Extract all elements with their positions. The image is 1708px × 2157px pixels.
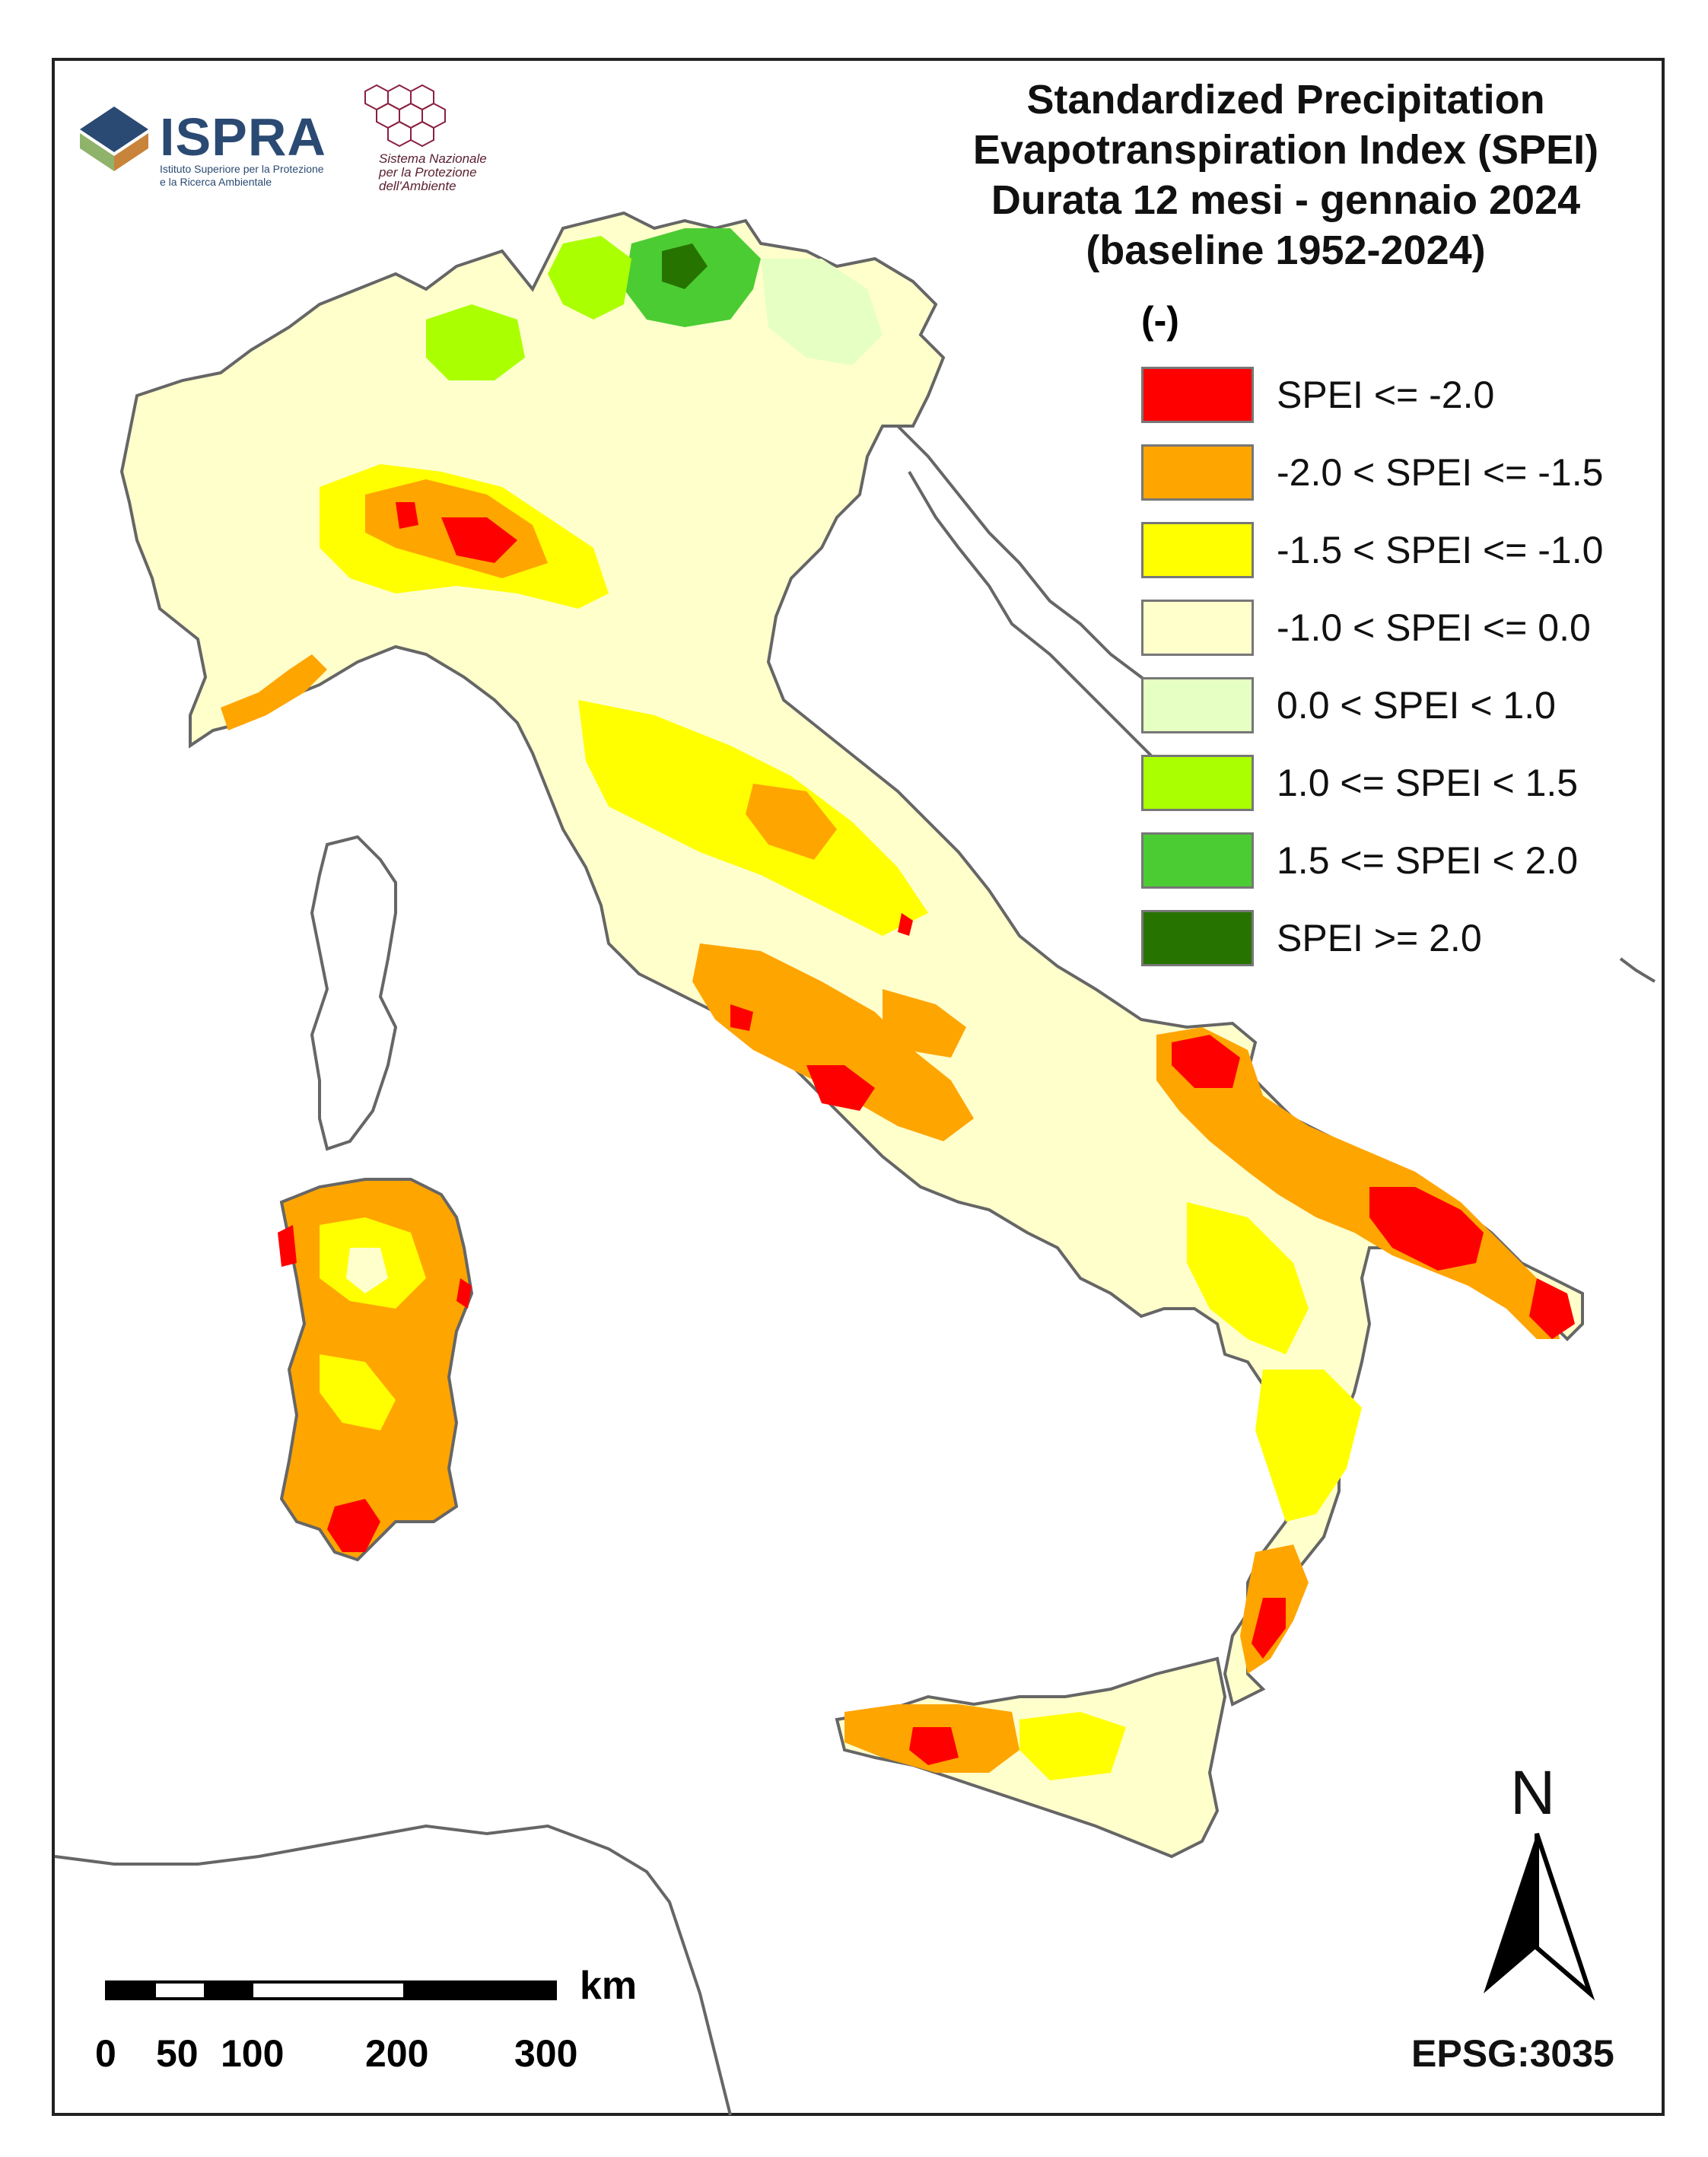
snpa-logo-icon (364, 84, 446, 148)
legend-swatch (1141, 832, 1254, 889)
ispra-logo-icon (80, 107, 148, 171)
legend-item: -1.5 < SPEI <= -1.0 (1141, 511, 1603, 589)
legend-swatch (1141, 444, 1254, 501)
legend-swatch (1141, 367, 1254, 423)
legend-swatch (1141, 522, 1254, 578)
sicily (835, 1656, 1227, 1859)
projection-label: EPSG:3035 (1411, 2032, 1614, 2075)
legend-swatch (1141, 910, 1254, 966)
ispra-logo-text: ISPRA (160, 107, 326, 167)
legend-unit: (-) (1141, 299, 1179, 342)
scale-tick: 300 (514, 2032, 578, 2075)
legend-swatch (1141, 677, 1254, 733)
scale-tick: 200 (365, 2032, 429, 2075)
legend-item: SPEI >= 2.0 (1141, 899, 1603, 977)
legend-item: -2.0 < SPEI <= -1.5 (1141, 434, 1603, 511)
snpa-logo-text: Sistema Nazionale per la Protezione dell… (379, 151, 487, 193)
scale-bar (105, 1980, 557, 2000)
ispra-subtitle: Istituto Superiore per la Protezione e l… (160, 163, 324, 188)
map-title: Standardized Precipitation Evapotranspir… (972, 77, 1599, 273)
scale-tick: 0 (95, 2032, 116, 2075)
legend-item: 1.0 <= SPEI < 1.5 (1141, 744, 1603, 822)
legend: SPEI <= -2.0 -2.0 < SPEI <= -1.5 -1.5 < … (1141, 356, 1603, 977)
legend-swatch (1141, 600, 1254, 656)
neighbouring-coastlines (54, 470, 1656, 2116)
sardinia (278, 1178, 474, 1562)
north-label: N (1510, 1758, 1556, 1828)
scale-tick: 50 (156, 2032, 199, 2075)
croatia-coast (896, 425, 1173, 702)
legend-item: 0.0 < SPEI < 1.0 (1141, 667, 1603, 744)
legend-item: SPEI <= -2.0 (1141, 356, 1603, 434)
italy-mainland (119, 211, 1584, 1707)
scale-unit: km (580, 1964, 638, 2008)
legend-item: 1.5 <= SPEI < 2.0 (1141, 822, 1603, 899)
north-arrow-icon (1484, 1833, 1595, 2001)
scale-tick: 100 (221, 2032, 285, 2075)
legend-item: -1.0 < SPEI <= 0.0 (1141, 589, 1603, 667)
legend-swatch (1141, 755, 1254, 811)
